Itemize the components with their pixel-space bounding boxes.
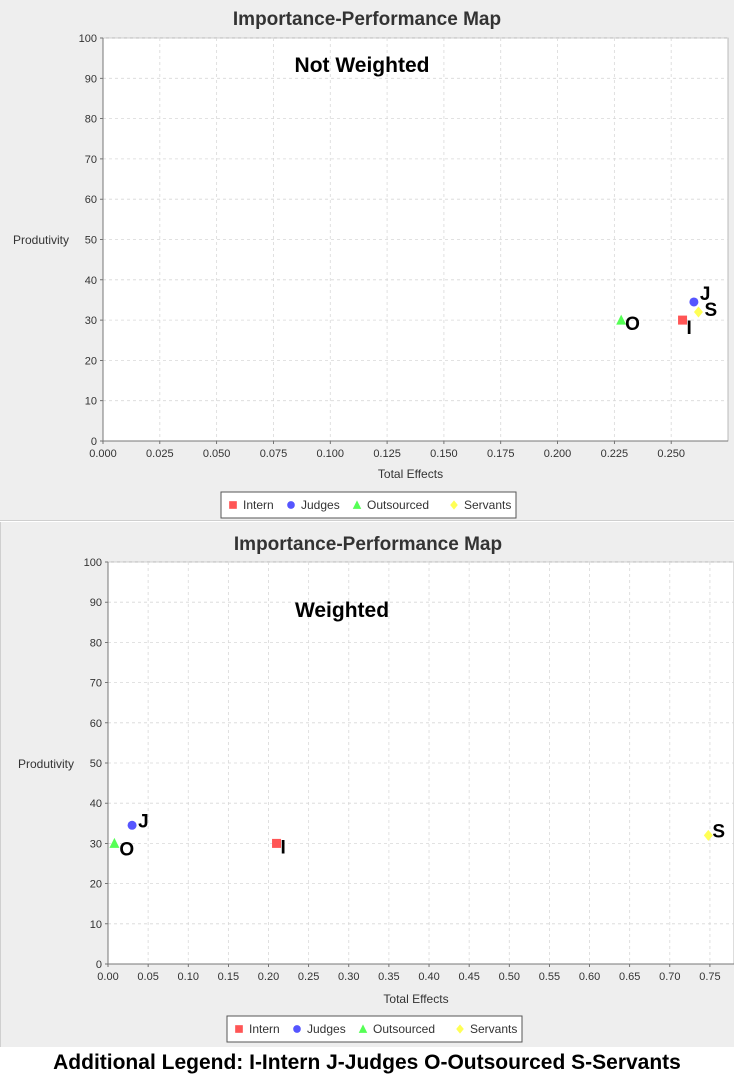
point-label-servants: S	[704, 300, 717, 321]
x-tick-label: 0.65	[619, 971, 640, 983]
legend-marker-judges	[293, 1025, 301, 1033]
legend-label-intern: Intern	[249, 1022, 280, 1036]
legend-marker-servants	[456, 1024, 464, 1034]
legend-label-judges: Judges	[301, 498, 340, 512]
y-tick-label: 0	[91, 436, 97, 448]
additional-legend: Additional Legend: I-Intern J-Judges O-O…	[53, 1051, 681, 1074]
y-tick-label: 20	[85, 355, 97, 367]
x-tick-label: 0.55	[539, 971, 560, 983]
x-tick-label: 0.40	[418, 971, 439, 983]
y-axis-label: Produtivity	[18, 757, 74, 771]
x-tick-label: 0.50	[499, 971, 520, 983]
x-tick-label: 0.00	[97, 971, 118, 983]
y-tick-label: 0	[96, 959, 102, 971]
point-label-outsourced: O	[625, 314, 640, 335]
point-label-servants: S	[712, 821, 725, 842]
x-tick-label: 0.100	[317, 448, 345, 460]
x-tick-label: 0.45	[458, 971, 479, 983]
legend-label-judges: Judges	[307, 1022, 346, 1036]
scatter-chart-weighted: Importance-Performance Map 0 10 20 30 40 50 60 7…	[18, 534, 734, 1043]
x-tick-label: 0.150	[430, 448, 458, 460]
x-tick-label: 0.125	[373, 448, 401, 460]
point-label-judges: J	[138, 811, 149, 832]
y-tick-label: 10	[85, 396, 97, 408]
x-tick-label: 0.20	[258, 971, 279, 983]
point-label-outsourced: O	[119, 839, 134, 860]
x-tick-label: 0.30	[338, 971, 359, 983]
y-tick-label: 50	[90, 758, 102, 770]
legend-marker-intern	[229, 501, 237, 509]
y-tick-label: 70	[90, 678, 102, 690]
legend-box	[226, 1015, 523, 1043]
scatter-chart-not-weighted: Importance-Performance Map 0 10 20 30 40 50 60 7…	[13, 9, 729, 519]
y-tick-label: 60	[90, 718, 102, 730]
legend-label-servants: Servants	[464, 498, 511, 512]
y-tick-label: 50	[85, 235, 97, 247]
chart-annotation: Not Weighted	[295, 54, 430, 77]
x-tick-label: 0.225	[601, 448, 629, 460]
y-axis-label: Produtivity	[13, 233, 69, 247]
y-tick-label: 60	[85, 194, 97, 206]
x-axis-label: Total Effects	[378, 467, 443, 481]
x-tick-label: 0.05	[137, 971, 158, 983]
chart-title: Importance-Performance Map	[233, 9, 501, 30]
y-tick-label: 80	[90, 637, 102, 649]
x-tick-label: 0.25	[298, 971, 319, 983]
point-label-intern: I	[687, 318, 692, 339]
data-point-intern	[678, 315, 688, 325]
legend-label-servants: Servants	[470, 1022, 517, 1036]
y-tick-label: 90	[90, 597, 102, 609]
x-tick-label: 0.000	[89, 448, 117, 460]
chart-panel-not-weighted: Importance-Performance Map 0 10 20 30 40 50 60 7…	[0, 0, 734, 521]
chart-title: Importance-Performance Map	[234, 534, 502, 555]
x-tick-label: 0.250	[657, 448, 685, 460]
legend-marker-outsourced	[352, 500, 362, 509]
legend-marker-judges	[287, 501, 295, 509]
y-tick-label: 20	[90, 879, 102, 891]
legend-box	[220, 491, 517, 519]
legend-marker-intern	[235, 1025, 243, 1033]
y-tick-label: 70	[85, 154, 97, 166]
y-tick-label: 40	[90, 798, 102, 810]
x-tick-label: 0.75	[699, 971, 720, 983]
legend-marker-servants	[450, 500, 458, 510]
y-tick-label: 10	[90, 919, 102, 931]
x-tick-label: 0.075	[260, 448, 288, 460]
point-label-judges: J	[700, 284, 711, 305]
data-point-intern	[272, 838, 282, 848]
legend-label-outsourced: Outsourced	[373, 1022, 435, 1036]
data-point-servants	[693, 306, 703, 318]
x-tick-label: 0.15	[218, 971, 239, 983]
y-tick-label: 80	[85, 114, 97, 126]
x-tick-label: 0.050	[203, 448, 231, 460]
data-point-outsourced	[109, 837, 120, 848]
y-tick-label: 100	[84, 557, 102, 569]
data-point-judges	[689, 297, 699, 307]
legend-label-intern: Intern	[243, 498, 274, 512]
x-tick-label: 0.60	[579, 971, 600, 983]
y-tick-label: 90	[85, 73, 97, 85]
y-tick-label: 40	[85, 275, 97, 287]
y-tick-label: 100	[79, 33, 97, 45]
legend-marker-outsourced	[358, 1024, 368, 1033]
y-tick-label: 30	[85, 315, 97, 327]
x-tick-label: 0.025	[146, 448, 174, 460]
x-axis-label: Total Effects	[383, 992, 448, 1006]
x-tick-label: 0.200	[544, 448, 572, 460]
data-point-servants	[703, 829, 713, 841]
data-point-outsourced	[616, 314, 627, 325]
point-label-intern: I	[281, 837, 286, 858]
chart-annotation: Weighted	[295, 599, 389, 622]
chart-panel-weighted: Importance-Performance Map 0 10 20 30 40 50 60 7…	[0, 522, 734, 1047]
x-tick-label: 0.10	[178, 971, 199, 983]
x-tick-label: 0.175	[487, 448, 515, 460]
data-point-judges	[127, 820, 137, 830]
x-tick-label: 0.70	[659, 971, 680, 983]
y-tick-label: 30	[90, 838, 102, 850]
legend-label-outsourced: Outsourced	[367, 498, 429, 512]
x-tick-label: 0.35	[378, 971, 399, 983]
